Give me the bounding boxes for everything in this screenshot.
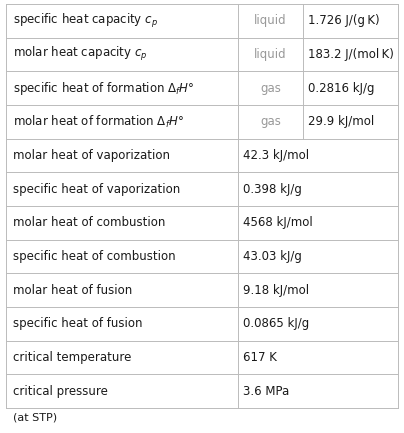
Text: critical temperature: critical temperature: [13, 351, 131, 364]
Text: critical pressure: critical pressure: [13, 385, 108, 397]
Text: specific heat of vaporization: specific heat of vaporization: [13, 183, 180, 196]
Text: molar heat of vaporization: molar heat of vaporization: [13, 149, 170, 162]
Text: 0.398 kJ/g: 0.398 kJ/g: [243, 183, 302, 196]
Text: 43.03 kJ/g: 43.03 kJ/g: [243, 250, 302, 263]
Text: (at STP): (at STP): [13, 413, 57, 423]
Text: 1.726 J/(g K): 1.726 J/(g K): [308, 14, 380, 27]
Text: 42.3 kJ/mol: 42.3 kJ/mol: [243, 149, 309, 162]
Text: specific heat of formation $\Delta_f H$°: specific heat of formation $\Delta_f H$°: [13, 80, 194, 97]
Text: 4568 kJ/mol: 4568 kJ/mol: [243, 216, 313, 229]
Text: 3.6 MPa: 3.6 MPa: [243, 385, 289, 397]
Text: 617 K: 617 K: [243, 351, 277, 364]
Text: 0.0865 kJ/g: 0.0865 kJ/g: [243, 317, 309, 330]
Text: liquid: liquid: [254, 48, 287, 61]
Text: 183.2 J/(mol K): 183.2 J/(mol K): [308, 48, 394, 61]
Text: molar heat of formation $\Delta_f H$°: molar heat of formation $\Delta_f H$°: [13, 114, 184, 130]
Text: specific heat of combustion: specific heat of combustion: [13, 250, 176, 263]
Text: molar heat of combustion: molar heat of combustion: [13, 216, 165, 229]
Text: gas: gas: [260, 82, 281, 95]
Text: molar heat of fusion: molar heat of fusion: [13, 284, 132, 297]
Text: molar heat capacity $c_p$: molar heat capacity $c_p$: [13, 45, 147, 64]
Text: liquid: liquid: [254, 14, 287, 27]
Text: 0.2816 kJ/g: 0.2816 kJ/g: [308, 82, 375, 95]
Text: 29.9 kJ/mol: 29.9 kJ/mol: [308, 115, 374, 128]
Text: specific heat of fusion: specific heat of fusion: [13, 317, 143, 330]
Text: specific heat capacity $c_p$: specific heat capacity $c_p$: [13, 12, 158, 30]
Text: 9.18 kJ/mol: 9.18 kJ/mol: [243, 284, 309, 297]
Text: gas: gas: [260, 115, 281, 128]
